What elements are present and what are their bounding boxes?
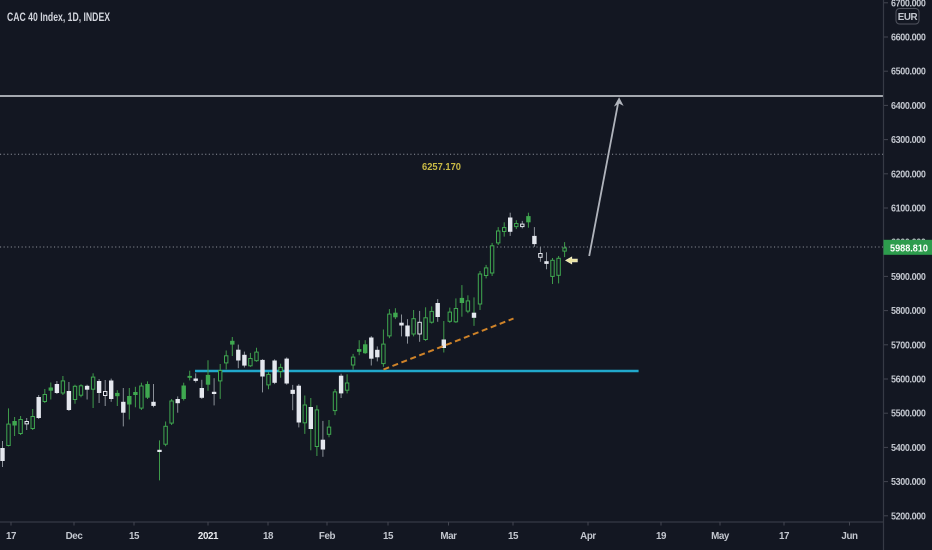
svg-text:5800.000: 5800.000 [891, 306, 926, 317]
svg-text:Mar: Mar [440, 531, 457, 542]
svg-text:Feb: Feb [319, 531, 336, 542]
svg-text:6200.000: 6200.000 [891, 169, 926, 180]
svg-text:5700.000: 5700.000 [891, 340, 926, 351]
svg-text:Jun: Jun [841, 531, 858, 542]
svg-text:6257.170: 6257.170 [422, 161, 461, 173]
svg-text:5600.000: 5600.000 [891, 375, 926, 386]
svg-text:19: 19 [656, 531, 667, 542]
svg-text:5200.000: 5200.000 [891, 511, 926, 522]
svg-text:5300.000: 5300.000 [891, 477, 926, 488]
svg-text:15: 15 [129, 531, 140, 542]
svg-text:18: 18 [263, 531, 274, 542]
svg-text:5988.810: 5988.810 [890, 242, 928, 254]
svg-text:6100.000: 6100.000 [891, 204, 926, 215]
svg-text:EUR: EUR [898, 12, 918, 23]
svg-text:15: 15 [508, 531, 519, 542]
svg-text:17: 17 [6, 531, 17, 542]
svg-text:6600.000: 6600.000 [891, 33, 926, 44]
svg-text:5900.000: 5900.000 [891, 272, 926, 283]
svg-text:Apr: Apr [580, 531, 596, 542]
svg-text:5400.000: 5400.000 [891, 443, 926, 454]
svg-text:6400.000: 6400.000 [891, 101, 926, 112]
svg-text:15: 15 [383, 531, 394, 542]
svg-text:2021: 2021 [198, 531, 219, 542]
svg-text:6700.000: 6700.000 [891, 0, 926, 9]
svg-text:CAC 40 Index, 1D, INDEX: CAC 40 Index, 1D, INDEX [7, 12, 110, 24]
svg-text:Dec: Dec [66, 531, 84, 542]
svg-text:6500.000: 6500.000 [891, 67, 926, 78]
svg-text:5500.000: 5500.000 [891, 409, 926, 420]
svg-text:6300.000: 6300.000 [891, 135, 926, 146]
svg-text:May: May [711, 531, 730, 542]
svg-text:17: 17 [779, 531, 790, 542]
